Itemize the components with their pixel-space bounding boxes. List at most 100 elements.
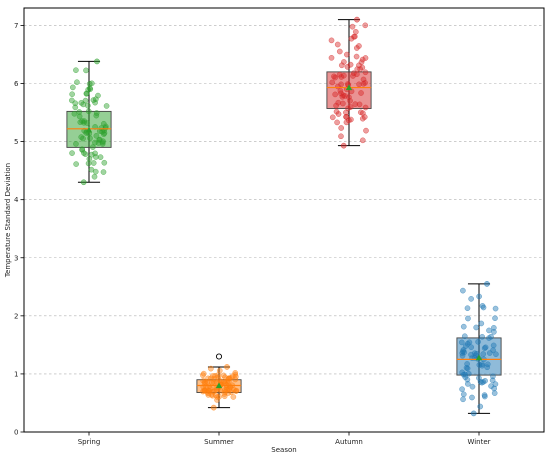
data-point xyxy=(350,70,357,76)
data-point xyxy=(332,91,338,98)
data-point xyxy=(486,350,493,356)
data-point xyxy=(73,141,79,147)
data-point xyxy=(478,320,485,327)
data-point xyxy=(79,146,85,153)
data-point xyxy=(486,335,492,341)
data-point xyxy=(80,179,87,186)
data-point xyxy=(460,287,466,294)
data-point xyxy=(333,102,339,109)
data-point xyxy=(200,370,207,377)
data-point xyxy=(231,386,237,393)
data-point xyxy=(87,85,93,92)
data-point xyxy=(469,394,475,401)
mean-marker xyxy=(345,84,353,91)
data-point xyxy=(88,151,95,158)
data-point xyxy=(329,79,336,86)
data-point xyxy=(362,69,369,76)
data-point xyxy=(481,345,488,351)
data-point xyxy=(359,115,366,122)
data-point xyxy=(466,339,473,346)
data-point xyxy=(482,344,489,351)
data-point xyxy=(93,154,99,160)
data-point xyxy=(336,48,343,55)
data-point xyxy=(490,342,497,349)
data-point xyxy=(473,324,479,331)
box-group-spring xyxy=(66,58,112,186)
data-point xyxy=(479,334,485,340)
data-point xyxy=(345,105,351,112)
box-group-winter xyxy=(456,281,502,417)
data-point xyxy=(476,293,482,300)
data-point xyxy=(353,53,360,60)
data-point xyxy=(480,304,487,311)
box-group-summer xyxy=(196,353,242,411)
data-point xyxy=(465,381,471,387)
data-point xyxy=(332,74,339,81)
data-point xyxy=(356,43,362,49)
data-point xyxy=(362,22,369,29)
data-point xyxy=(360,80,367,87)
x-tick-label: Spring xyxy=(78,438,101,446)
data-point xyxy=(216,377,223,384)
data-point xyxy=(360,76,367,83)
data-point xyxy=(334,41,341,48)
data-point xyxy=(212,373,218,379)
data-point xyxy=(354,45,360,51)
mean-marker xyxy=(475,354,483,361)
data-point xyxy=(336,71,343,78)
data-point xyxy=(216,393,222,400)
data-point xyxy=(465,370,472,377)
data-point xyxy=(460,391,467,398)
data-point xyxy=(214,397,220,403)
data-point xyxy=(460,396,466,403)
data-point xyxy=(224,364,230,370)
data-point xyxy=(469,383,476,390)
data-point xyxy=(460,323,467,330)
data-point xyxy=(476,362,483,368)
x-tick-label: Winter xyxy=(467,438,490,446)
outlier-point xyxy=(215,353,223,360)
data-point xyxy=(205,387,212,394)
x-tick-label: Summer xyxy=(204,438,234,446)
data-point xyxy=(356,81,362,88)
data-point xyxy=(90,160,97,166)
data-point xyxy=(468,296,474,302)
data-point xyxy=(351,33,357,40)
data-point xyxy=(491,390,498,396)
data-point xyxy=(484,361,491,368)
data-point xyxy=(493,351,499,358)
y-tick-label: 2 xyxy=(14,312,18,320)
data-point xyxy=(340,142,347,149)
data-point xyxy=(209,380,215,386)
data-point xyxy=(85,102,91,109)
data-point xyxy=(89,80,95,87)
data-point xyxy=(208,365,214,372)
data-point xyxy=(360,137,366,144)
data-point xyxy=(78,134,85,140)
data-point xyxy=(103,103,110,109)
data-point xyxy=(354,16,360,23)
data-point xyxy=(216,367,223,374)
data-point xyxy=(480,379,487,385)
data-point xyxy=(200,372,206,379)
data-point xyxy=(491,325,497,331)
data-point xyxy=(221,393,228,400)
data-point xyxy=(70,84,76,91)
box-group-autumn xyxy=(326,16,372,149)
data-point xyxy=(353,29,359,35)
data-point xyxy=(232,376,239,383)
data-point xyxy=(86,81,93,87)
data-point xyxy=(338,81,344,88)
data-point xyxy=(359,64,366,71)
data-point xyxy=(347,104,354,110)
data-point xyxy=(480,351,487,357)
data-point xyxy=(90,97,97,103)
data-point xyxy=(232,370,239,376)
data-point xyxy=(347,97,353,104)
data-point xyxy=(200,388,206,395)
data-point xyxy=(481,392,488,398)
data-point xyxy=(476,375,482,381)
data-point xyxy=(81,119,87,126)
